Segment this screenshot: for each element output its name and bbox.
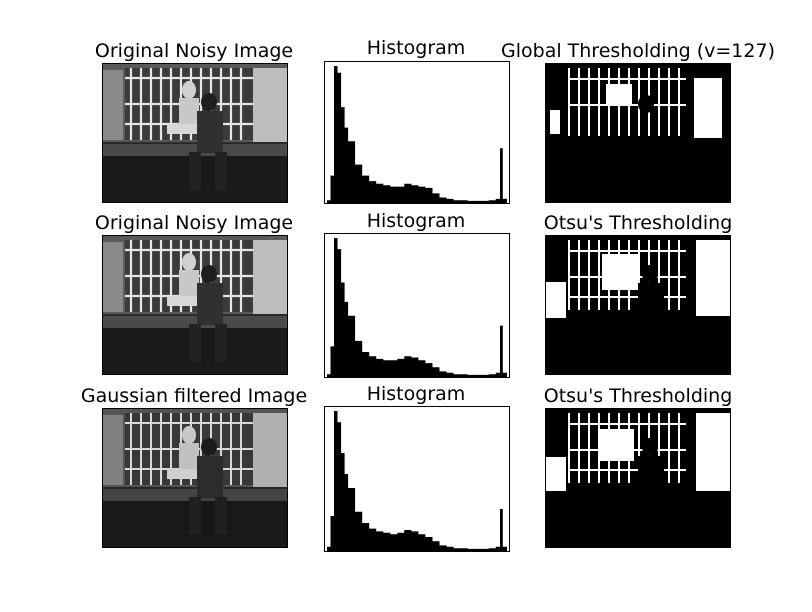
histogram-bars (327, 411, 507, 551)
otsu-threshold-image-row2 (545, 235, 731, 375)
image-title-row1: Original Noisy Image (94, 40, 294, 62)
histogram-svg (327, 66, 507, 203)
histogram-plot-row1 (324, 61, 510, 204)
histogram-title-row2: Histogram (366, 210, 466, 232)
global-threshold-image (545, 63, 731, 203)
threshold-title-row3: Otsu's Thresholding (543, 385, 733, 407)
image-title-row2: Original Noisy Image (94, 212, 294, 234)
threshold-title-row2: Otsu's Thresholding (543, 212, 733, 234)
gaussian-filtered-photo (102, 408, 288, 548)
histogram-bars (327, 66, 507, 203)
histogram-svg (327, 238, 507, 377)
histogram-bars (327, 238, 507, 377)
binary-image-graphic (546, 64, 730, 202)
histogram-title-row1: Histogram (366, 37, 466, 59)
photo-graphic (103, 236, 287, 374)
histogram-plot-row3 (324, 406, 510, 552)
otsu-threshold-image-row3 (545, 408, 731, 548)
photo-graphic (103, 409, 287, 547)
image-title-row3: Gaussian filtered Image (80, 385, 308, 407)
threshold-title-row1: Global Thresholding (v=127) (501, 40, 775, 62)
histogram-plot-row2 (324, 233, 510, 378)
binary-image-graphic (546, 409, 730, 547)
noisy-photo-row1 (102, 63, 288, 203)
noisy-photo-row2 (102, 235, 288, 375)
histogram-svg (327, 411, 507, 551)
photo-graphic (103, 64, 287, 202)
binary-image-graphic (546, 236, 730, 374)
histogram-title-row3: Histogram (366, 383, 466, 405)
